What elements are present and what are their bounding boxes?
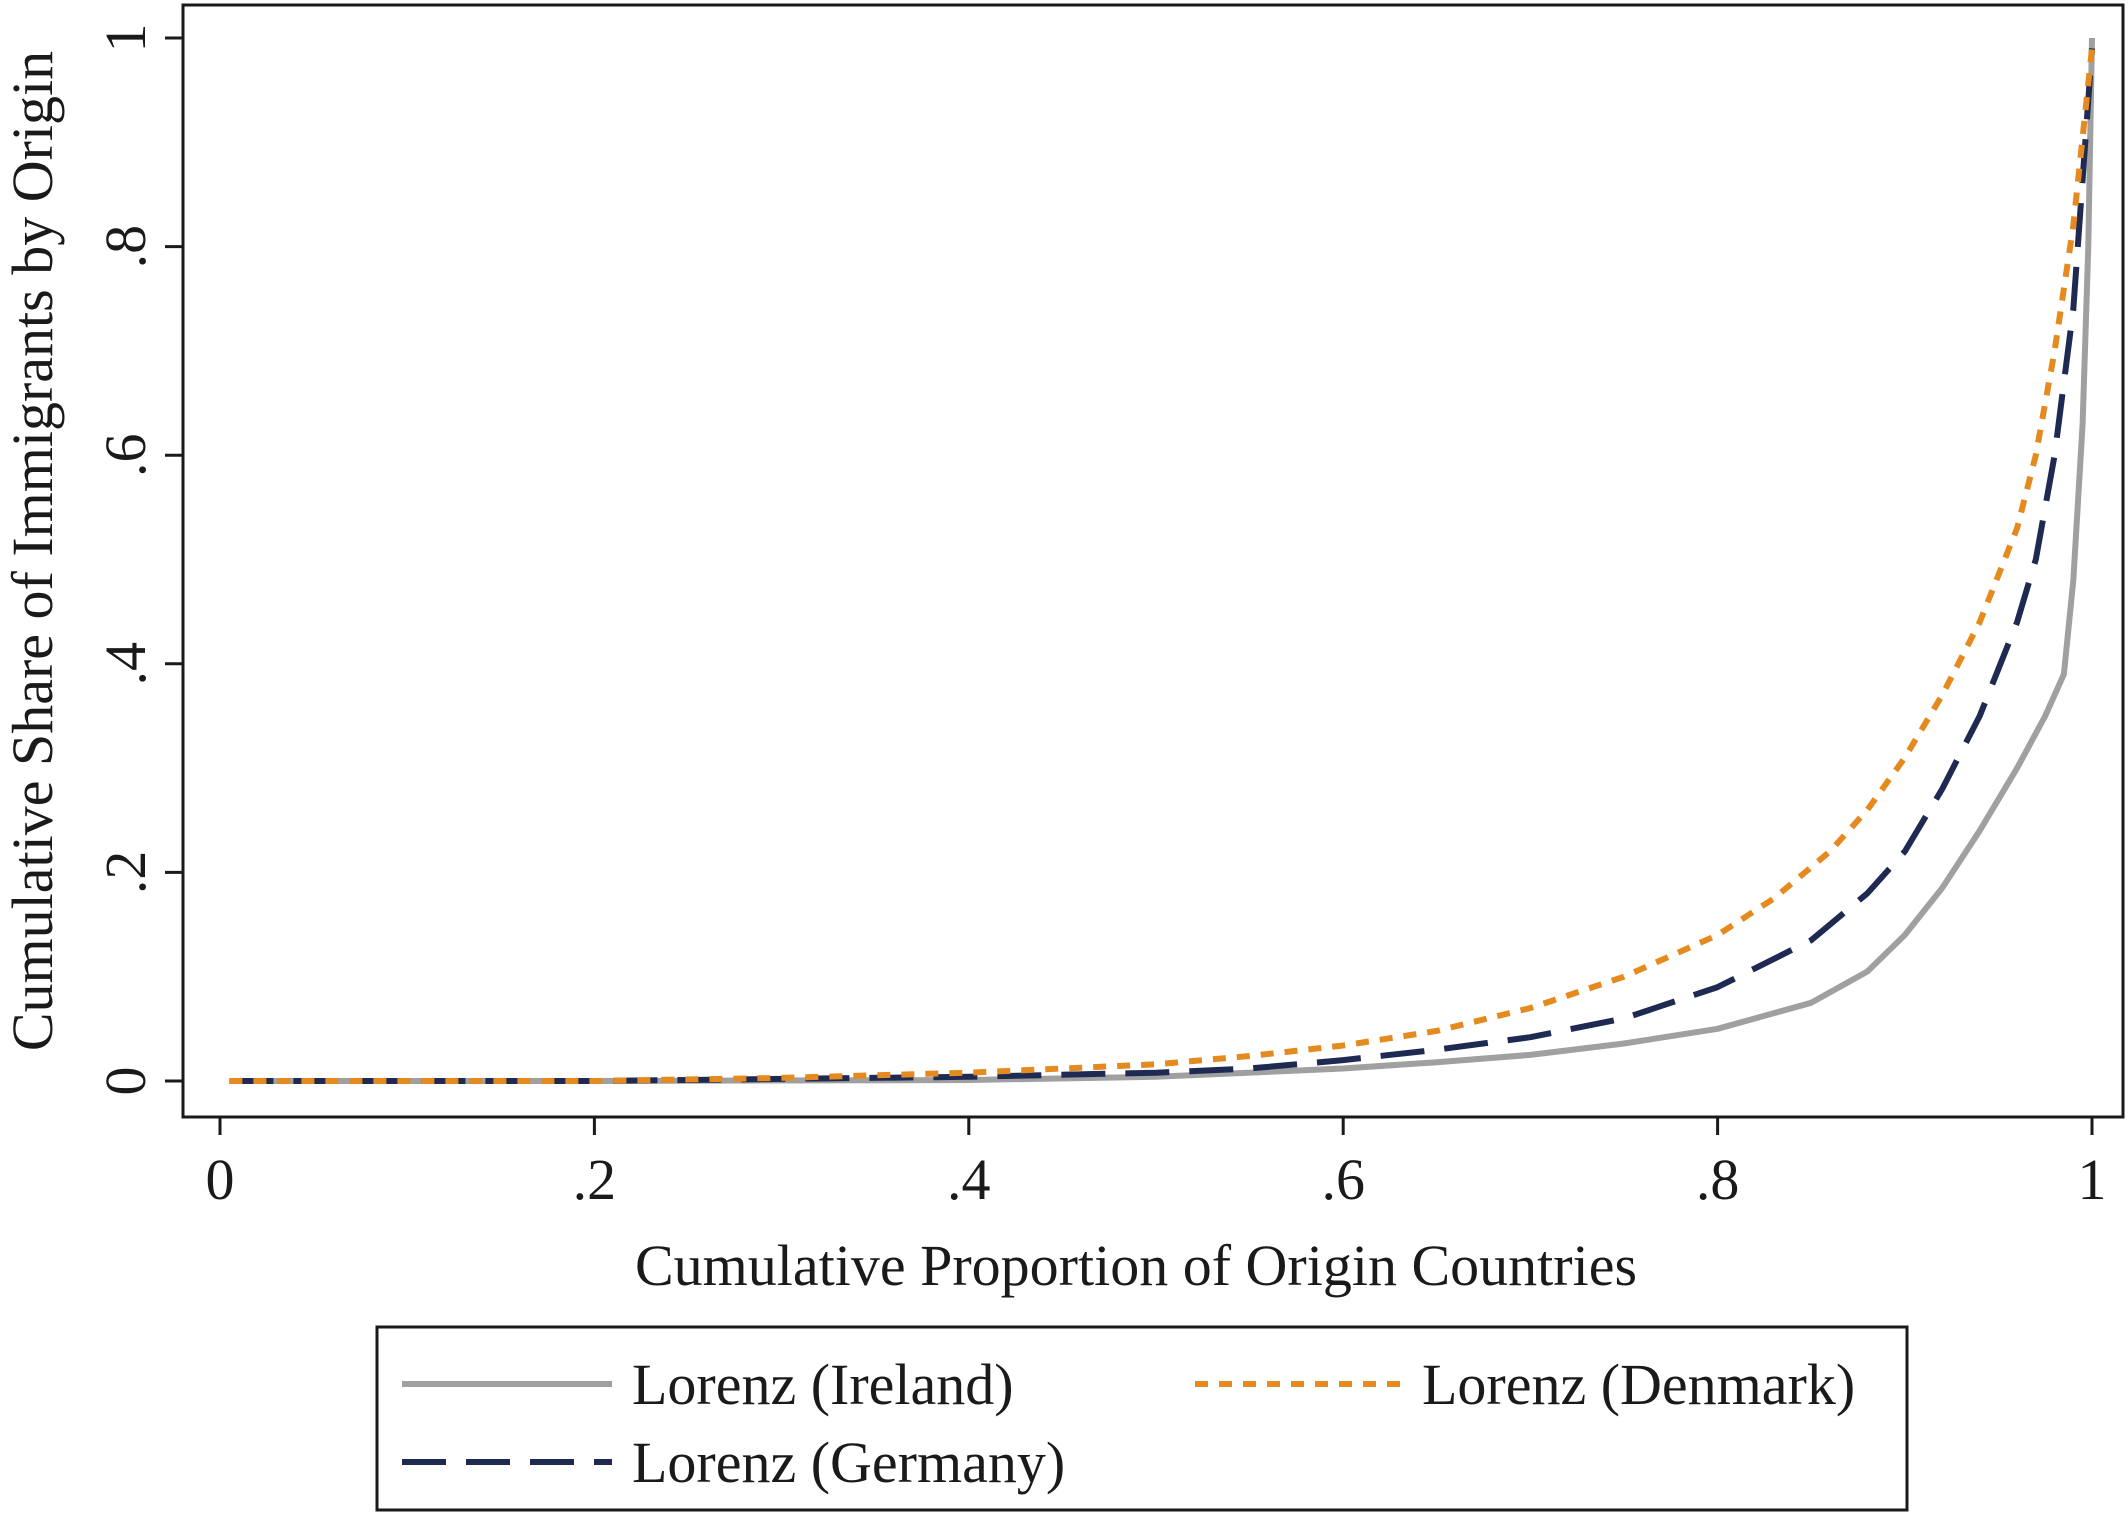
x-tick-label: .2 (573, 1147, 617, 1212)
series-line (229, 48, 2095, 1084)
y-tick-label: .6 (93, 433, 158, 477)
legend-items: Lorenz (Ireland) Lorenz (Denmark) Lorenz (… (402, 1352, 1855, 1495)
x-axis-title: Cumulative Proportion of Origin Countrie… (635, 1233, 1637, 1298)
legend-label: Lorenz (Denmark) (1422, 1352, 1855, 1417)
y-tick-label: .8 (93, 225, 158, 269)
y-tick-label: .2 (93, 851, 158, 895)
legend-label: Lorenz (Germany) (632, 1430, 1065, 1495)
legend: Lorenz (Ireland) Lorenz (Denmark) Lorenz (… (375, 1325, 1909, 1512)
legend-label: Lorenz (Ireland) (632, 1352, 1014, 1417)
legend-box (375, 1325, 1909, 1512)
y-axis-ticks: 0 .2 .4 .6 .8 1 (93, 24, 183, 1096)
plot-area-frame (181, 3, 2125, 1119)
y-axis-title: Cumulative Share of Immigrants by Origin (0, 51, 65, 1051)
x-tick-label: 1 (2078, 1147, 2107, 1212)
series-lines (229, 37, 2095, 1084)
x-tick-label: 0 (206, 1147, 235, 1212)
y-tick-label: .4 (93, 642, 158, 686)
x-tick-label: .8 (1696, 1147, 1740, 1212)
series-line (229, 37, 2095, 1084)
x-tick-label: .4 (947, 1147, 991, 1212)
series-line (229, 48, 2095, 1084)
x-axis-ticks: 0 .2 .4 .6 .8 1 (206, 1117, 2107, 1212)
y-tick-label: 1 (93, 24, 158, 53)
y-tick-label: 0 (93, 1067, 158, 1096)
x-tick-label: .6 (1321, 1147, 1365, 1212)
